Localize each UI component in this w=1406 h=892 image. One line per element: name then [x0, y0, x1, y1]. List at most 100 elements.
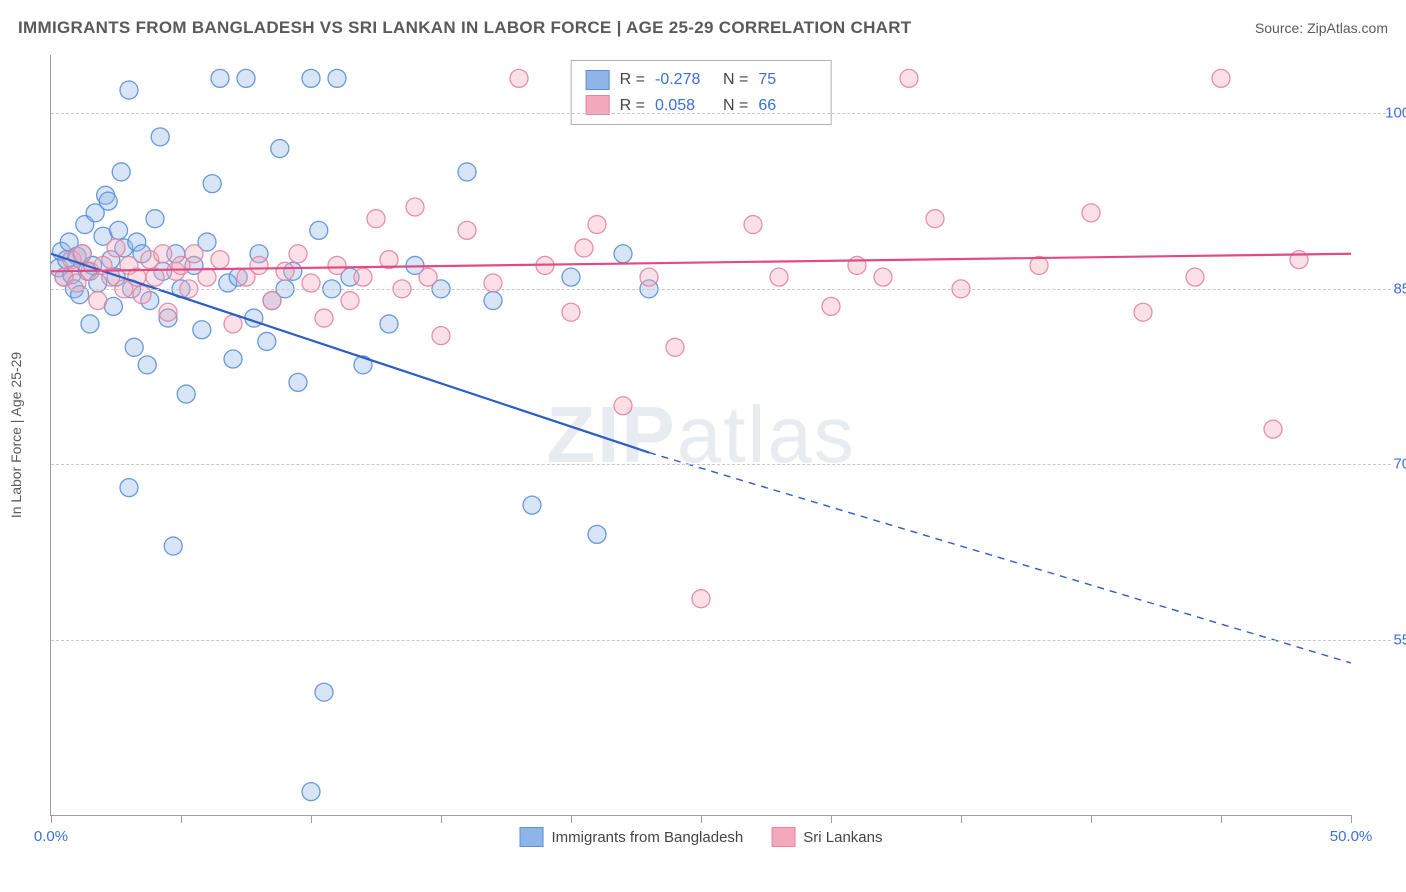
- scatter-point: [744, 216, 762, 234]
- scatter-point: [458, 163, 476, 181]
- y-tick-label: 85.0%: [1361, 280, 1406, 297]
- scatter-point: [588, 216, 606, 234]
- x-tick: [701, 815, 702, 823]
- scatter-point: [99, 192, 117, 210]
- scatter-point: [138, 356, 156, 374]
- scatter-point: [380, 315, 398, 333]
- scatter-point: [588, 525, 606, 543]
- x-tick-label: 0.0%: [34, 828, 68, 845]
- scatter-point: [258, 332, 276, 350]
- scatter-point: [315, 683, 333, 701]
- scatter-point: [250, 256, 268, 274]
- scatter-point: [822, 297, 840, 315]
- legend-label: Sri Lankans: [803, 829, 882, 846]
- legend-item: Immigrants from Bangladesh: [520, 827, 744, 847]
- scatter-point: [562, 268, 580, 286]
- scatter-point: [185, 245, 203, 263]
- y-axis-label: In Labor Force | Age 25-29: [8, 352, 24, 518]
- x-tick: [961, 815, 962, 823]
- scatter-point: [146, 210, 164, 228]
- x-tick: [51, 815, 52, 823]
- scatter-point: [523, 496, 541, 514]
- scatter-point: [1264, 420, 1282, 438]
- scatter-point: [237, 69, 255, 87]
- trend-line-extrapolated: [649, 453, 1351, 663]
- x-tick: [1221, 815, 1222, 823]
- stat-n-value: 75: [758, 67, 816, 93]
- source-attribution: Source: ZipAtlas.com: [1255, 20, 1388, 36]
- scatter-point: [900, 69, 918, 87]
- scatter-point: [89, 292, 107, 310]
- legend-item: Sri Lankans: [771, 827, 882, 847]
- scatter-point: [159, 303, 177, 321]
- scatter-point: [848, 256, 866, 274]
- scatter-point: [341, 292, 359, 310]
- scatter-point: [692, 590, 710, 608]
- x-tick: [441, 815, 442, 823]
- scatter-point: [419, 268, 437, 286]
- stat-r-label: R =: [620, 67, 645, 93]
- scatter-point: [406, 198, 424, 216]
- scatter-point: [432, 327, 450, 345]
- y-tick-label: 100.0%: [1361, 105, 1406, 122]
- y-tick-label: 55.0%: [1361, 631, 1406, 648]
- stats-legend-row: R = -0.278 N = 75: [586, 67, 817, 93]
- scatter-point: [484, 292, 502, 310]
- plot-svg: [51, 55, 1351, 815]
- x-tick: [571, 815, 572, 823]
- bottom-legend: Immigrants from Bangladesh Sri Lankans: [520, 827, 883, 847]
- legend-swatch: [586, 95, 610, 115]
- x-tick: [831, 815, 832, 823]
- gridline-h: [51, 464, 1391, 465]
- chart-area: In Labor Force | Age 25-29 ZIPatlas R =-…: [50, 55, 1351, 816]
- scatter-point: [510, 69, 528, 87]
- legend-swatch: [771, 827, 795, 847]
- scatter-point: [224, 350, 242, 368]
- scatter-point: [1212, 69, 1230, 87]
- scatter-point: [81, 315, 99, 333]
- scatter-point: [211, 251, 229, 269]
- scatter-point: [120, 479, 138, 497]
- scatter-point: [110, 221, 128, 239]
- scatter-point: [120, 81, 138, 99]
- scatter-point: [770, 268, 788, 286]
- scatter-point: [1186, 268, 1204, 286]
- scatter-point: [73, 245, 91, 263]
- scatter-point: [289, 245, 307, 263]
- legend-swatch: [520, 827, 544, 847]
- scatter-point: [154, 245, 172, 263]
- scatter-point: [614, 245, 632, 263]
- gridline-h: [51, 113, 1391, 114]
- scatter-point: [151, 128, 169, 146]
- x-tick: [311, 815, 312, 823]
- chart-title: IMMIGRANTS FROM BANGLADESH VS SRI LANKAN…: [18, 18, 912, 38]
- scatter-point: [354, 268, 372, 286]
- scatter-point: [458, 221, 476, 239]
- scatter-point: [276, 262, 294, 280]
- title-bar: IMMIGRANTS FROM BANGLADESH VS SRI LANKAN…: [18, 18, 1388, 38]
- scatter-point: [198, 268, 216, 286]
- scatter-point: [112, 163, 130, 181]
- stats-legend: R =-0.278N =75R =0.058N =66: [571, 60, 832, 125]
- y-tick-label: 70.0%: [1361, 456, 1406, 473]
- scatter-point: [177, 385, 195, 403]
- scatter-point: [666, 338, 684, 356]
- scatter-point: [211, 69, 229, 87]
- x-tick: [181, 815, 182, 823]
- scatter-point: [224, 315, 242, 333]
- stat-r-value: -0.278: [655, 67, 713, 93]
- x-tick-label: 50.0%: [1330, 828, 1373, 845]
- scatter-point: [107, 239, 125, 257]
- scatter-point: [1082, 204, 1100, 222]
- scatter-point: [315, 309, 333, 327]
- scatter-point: [310, 221, 328, 239]
- scatter-point: [874, 268, 892, 286]
- stat-n-label: N =: [723, 67, 748, 93]
- scatter-point: [640, 268, 658, 286]
- gridline-h: [51, 640, 1391, 641]
- scatter-point: [302, 69, 320, 87]
- scatter-point: [263, 292, 281, 310]
- scatter-point: [562, 303, 580, 321]
- gridline-h: [51, 289, 1391, 290]
- scatter-point: [367, 210, 385, 228]
